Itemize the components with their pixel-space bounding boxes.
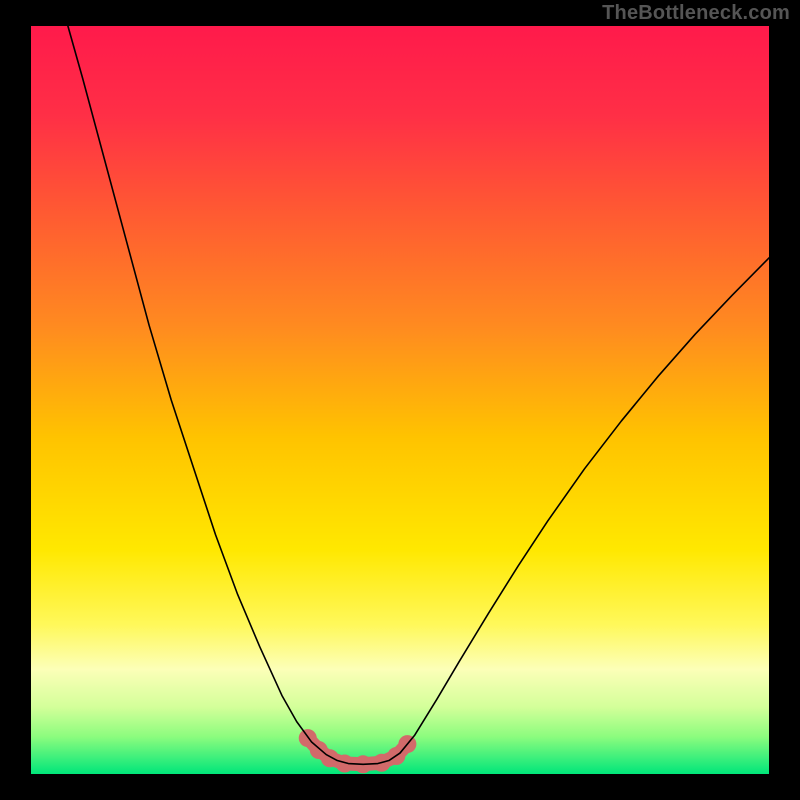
gradient-plot-area: [31, 26, 769, 774]
bottleneck-curve-chart: [0, 0, 800, 800]
stage: TheBottleneck.com: [0, 0, 800, 800]
